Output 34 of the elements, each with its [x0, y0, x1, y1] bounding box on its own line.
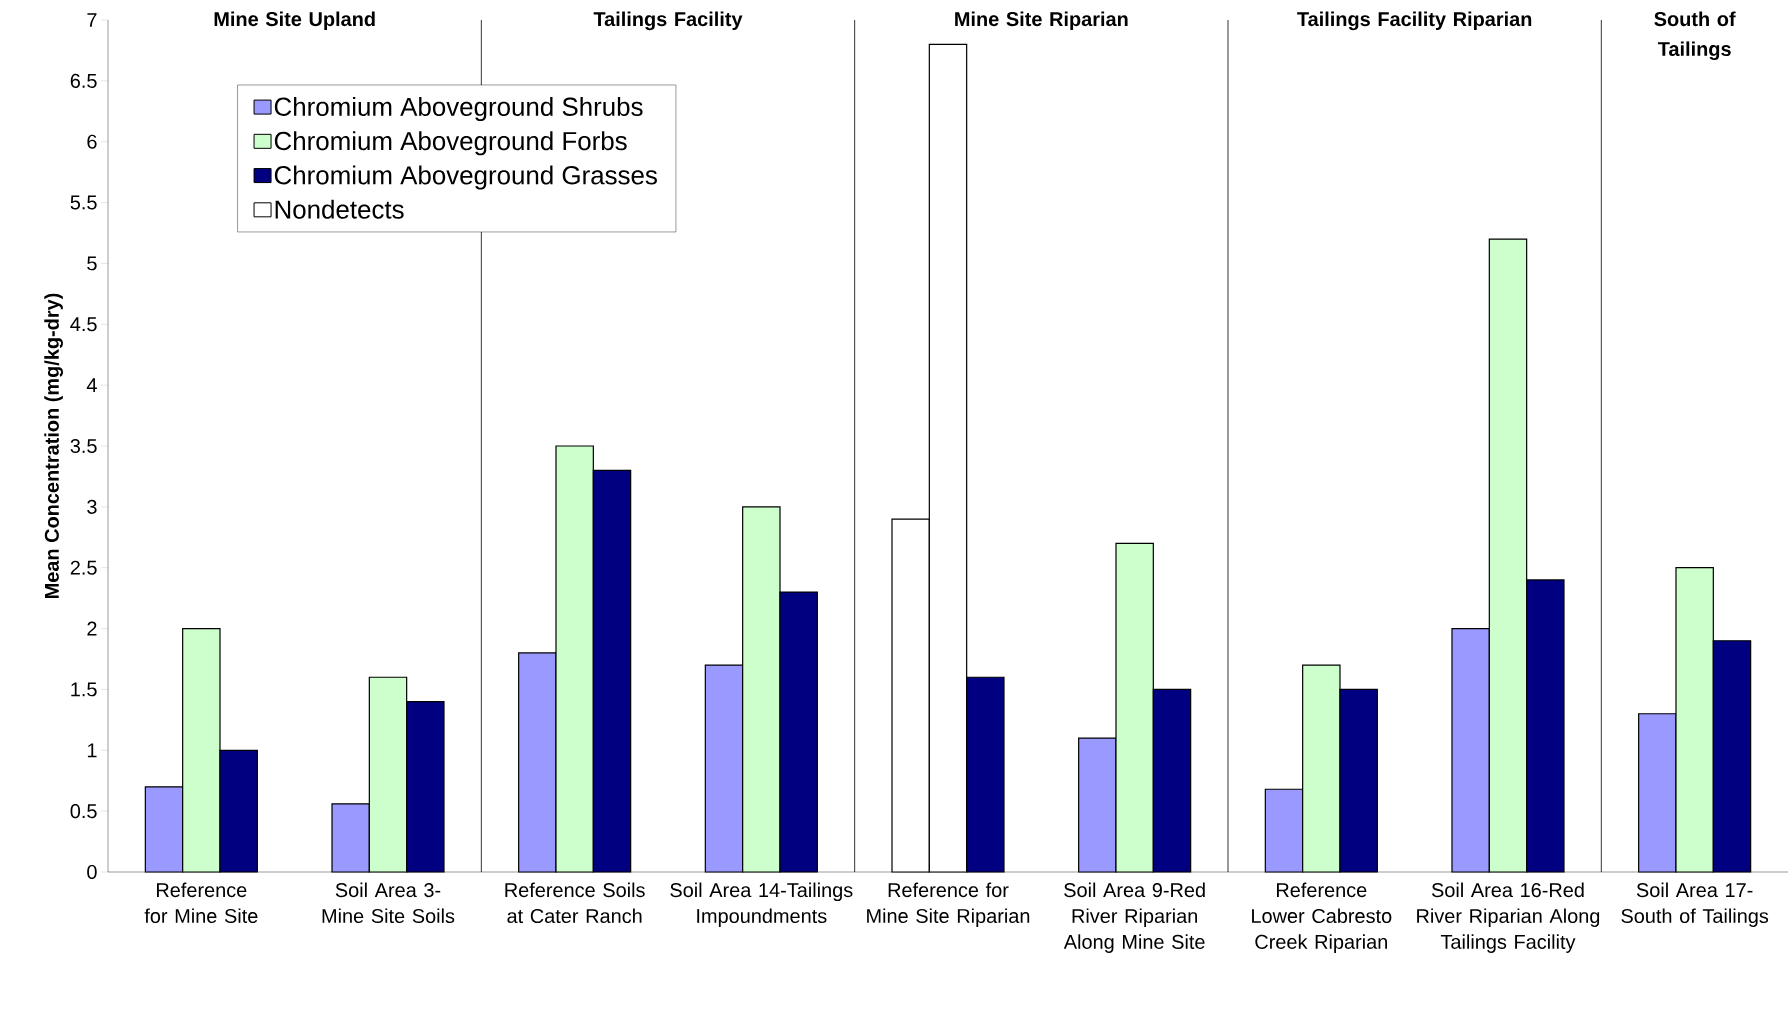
x-tick-label: Soil Area 3-Mine Site Soils: [322, 882, 455, 924]
y-tick-label: 6.5: [70, 73, 97, 88]
x-tick-label: Soil Area 16-Red River Riparian Along Tailings Facility: [1417, 882, 1600, 953]
y-tick-label: 4.5: [70, 317, 97, 332]
y-axis-title: Mean Concentration (mg/kg-dry): [44, 293, 63, 598]
x-tick-label: Soil Area 14-Tailings Impoundments: [670, 882, 853, 927]
legend-label: Chromium Aboveground Grasses: [274, 165, 657, 190]
y-tick-label: 5.5: [70, 195, 97, 210]
y-tick-label: 4: [86, 378, 97, 392]
x-tick-label: Reference Lower Cabresto Creek Riparian: [1252, 882, 1392, 953]
legend-label: Chromium Aboveground Shrubs: [274, 96, 643, 122]
y-tick-label: 0: [87, 864, 97, 880]
y-tick-label: 6: [87, 134, 97, 149]
x-tick-label: Reference for Mine Site Riparian: [867, 882, 1030, 927]
x-tick-label: Reference Soils at Cater Ranch: [505, 882, 645, 924]
y-tick-label: 5: [87, 256, 97, 271]
legend-label: Chromium Aboveground Forbs: [274, 131, 627, 156]
y-tick-label: 2.5: [70, 560, 97, 575]
x-tick-label: Soil Area 9-Red River Riparian Along Mine Site: [1063, 882, 1205, 953]
y-tick-label: 0.5: [70, 804, 97, 819]
annotation: Mine Site Upland: [214, 11, 375, 31]
legend-label: Nondetects: [275, 199, 404, 219]
y-tick-label: 1.5: [71, 682, 97, 697]
y-tick-label: 2: [87, 621, 97, 636]
y-tick-label: 7: [87, 13, 97, 27]
annotation: Mine Site Riparian: [955, 11, 1128, 31]
annotation: Tailings Facility Riparian: [1297, 11, 1532, 31]
y-tick-label: 3.5: [70, 438, 97, 454]
annotation: South of Tailings: [1654, 11, 1736, 61]
annotation: Tailings Facility: [593, 11, 743, 31]
y-tick-label: 3: [87, 499, 97, 514]
y-tick-label: 1: [87, 743, 97, 758]
x-tick-label: Soil Area 17-South of Tailings: [1621, 882, 1769, 927]
x-tick-label: Reference for Mine Site: [144, 882, 258, 924]
